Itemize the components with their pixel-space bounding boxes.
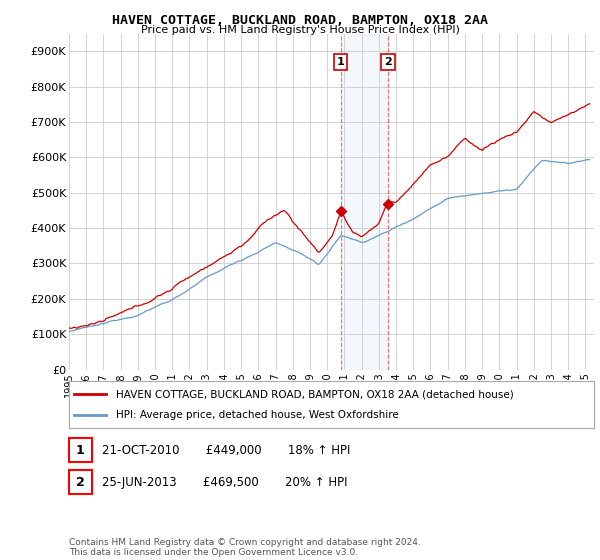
Text: 25-JUN-2013       £469,500       20% ↑ HPI: 25-JUN-2013 £469,500 20% ↑ HPI <box>102 475 347 489</box>
Text: Price paid vs. HM Land Registry's House Price Index (HPI): Price paid vs. HM Land Registry's House … <box>140 25 460 35</box>
Text: 21-OCT-2010       £449,000       18% ↑ HPI: 21-OCT-2010 £449,000 18% ↑ HPI <box>102 444 350 457</box>
Text: 2: 2 <box>76 475 85 489</box>
Text: Contains HM Land Registry data © Crown copyright and database right 2024.
This d: Contains HM Land Registry data © Crown c… <box>69 538 421 557</box>
Text: 1: 1 <box>76 444 85 457</box>
Text: 2: 2 <box>384 57 392 67</box>
Bar <box>341 34 388 370</box>
Text: HPI: Average price, detached house, West Oxfordshire: HPI: Average price, detached house, West… <box>116 410 399 420</box>
Text: HAVEN COTTAGE, BUCKLAND ROAD, BAMPTON, OX18 2AA: HAVEN COTTAGE, BUCKLAND ROAD, BAMPTON, O… <box>112 14 488 27</box>
Text: HAVEN COTTAGE, BUCKLAND ROAD, BAMPTON, OX18 2AA (detached house): HAVEN COTTAGE, BUCKLAND ROAD, BAMPTON, O… <box>116 389 514 399</box>
Text: 1: 1 <box>337 57 344 67</box>
